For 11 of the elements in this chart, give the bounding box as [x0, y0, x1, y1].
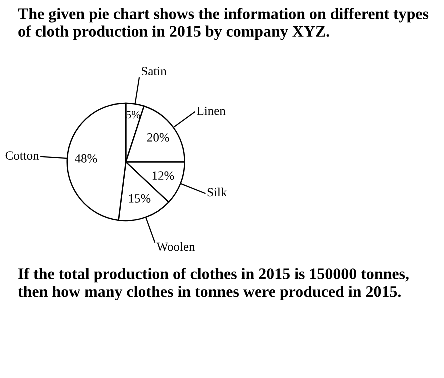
- slice-label: Silk: [208, 188, 228, 197]
- slice-label: Satin: [142, 67, 167, 76]
- text: If the total production of clothes in 2015 is 150000 tonnes, then how many clothes in tonnes were produced in 2015.: [18, 268, 409, 300]
- data-label: 48%: [75, 154, 98, 163]
- data-label: 12%: [152, 172, 174, 180]
- data-label: 20%: [148, 133, 170, 142]
- data-label: 15%: [129, 194, 151, 203]
- chart-title: The given pie chart shows the information on different types of cloth production in 2015 by company XYZ.: [18, 8, 429, 40]
- slice-label: Cotton: [6, 152, 40, 160]
- slice-label: Linen: [197, 106, 226, 116]
- slice-label: Woolen: [156, 242, 196, 252]
